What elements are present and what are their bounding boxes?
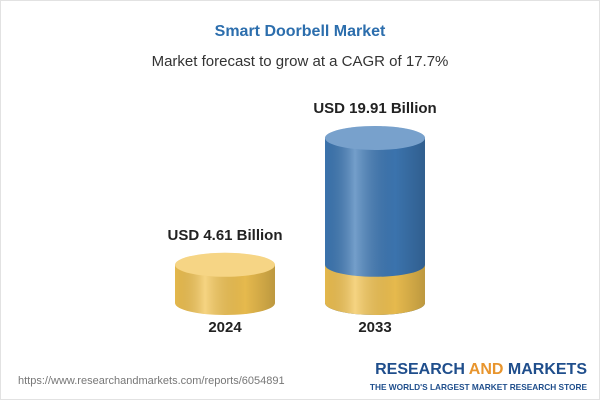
brand-word: AND <box>469 361 504 378</box>
value-label: USD 19.91 Billion <box>313 100 436 117</box>
value-label: USD 4.61 Billion <box>167 227 282 244</box>
chart-subtitle: Market forecast to grow at a CAGR of 17.… <box>152 53 449 70</box>
cylinder-base-shade <box>325 264 425 315</box>
cylinder-shade <box>325 138 425 315</box>
chart-title: Smart Doorbell Market <box>215 23 386 40</box>
cylinder-top-light <box>325 126 425 150</box>
brand-tagline: THE WORLD'S LARGEST MARKET RESEARCH STOR… <box>370 382 588 392</box>
brand-word: MARKETS <box>508 361 587 378</box>
cylinder-shade <box>175 264 275 315</box>
source-url: https://www.researchandmarkets.com/repor… <box>18 375 285 387</box>
cylinder-top <box>325 126 425 150</box>
category-label: 2033 <box>358 319 391 336</box>
brand-logo: RESEARCH AND MARKETS <box>375 361 587 378</box>
category-label: 2024 <box>208 319 242 336</box>
cylinder-top-light <box>175 252 275 277</box>
brand-word: RESEARCH <box>375 361 465 378</box>
cylinder-top <box>175 252 275 277</box>
